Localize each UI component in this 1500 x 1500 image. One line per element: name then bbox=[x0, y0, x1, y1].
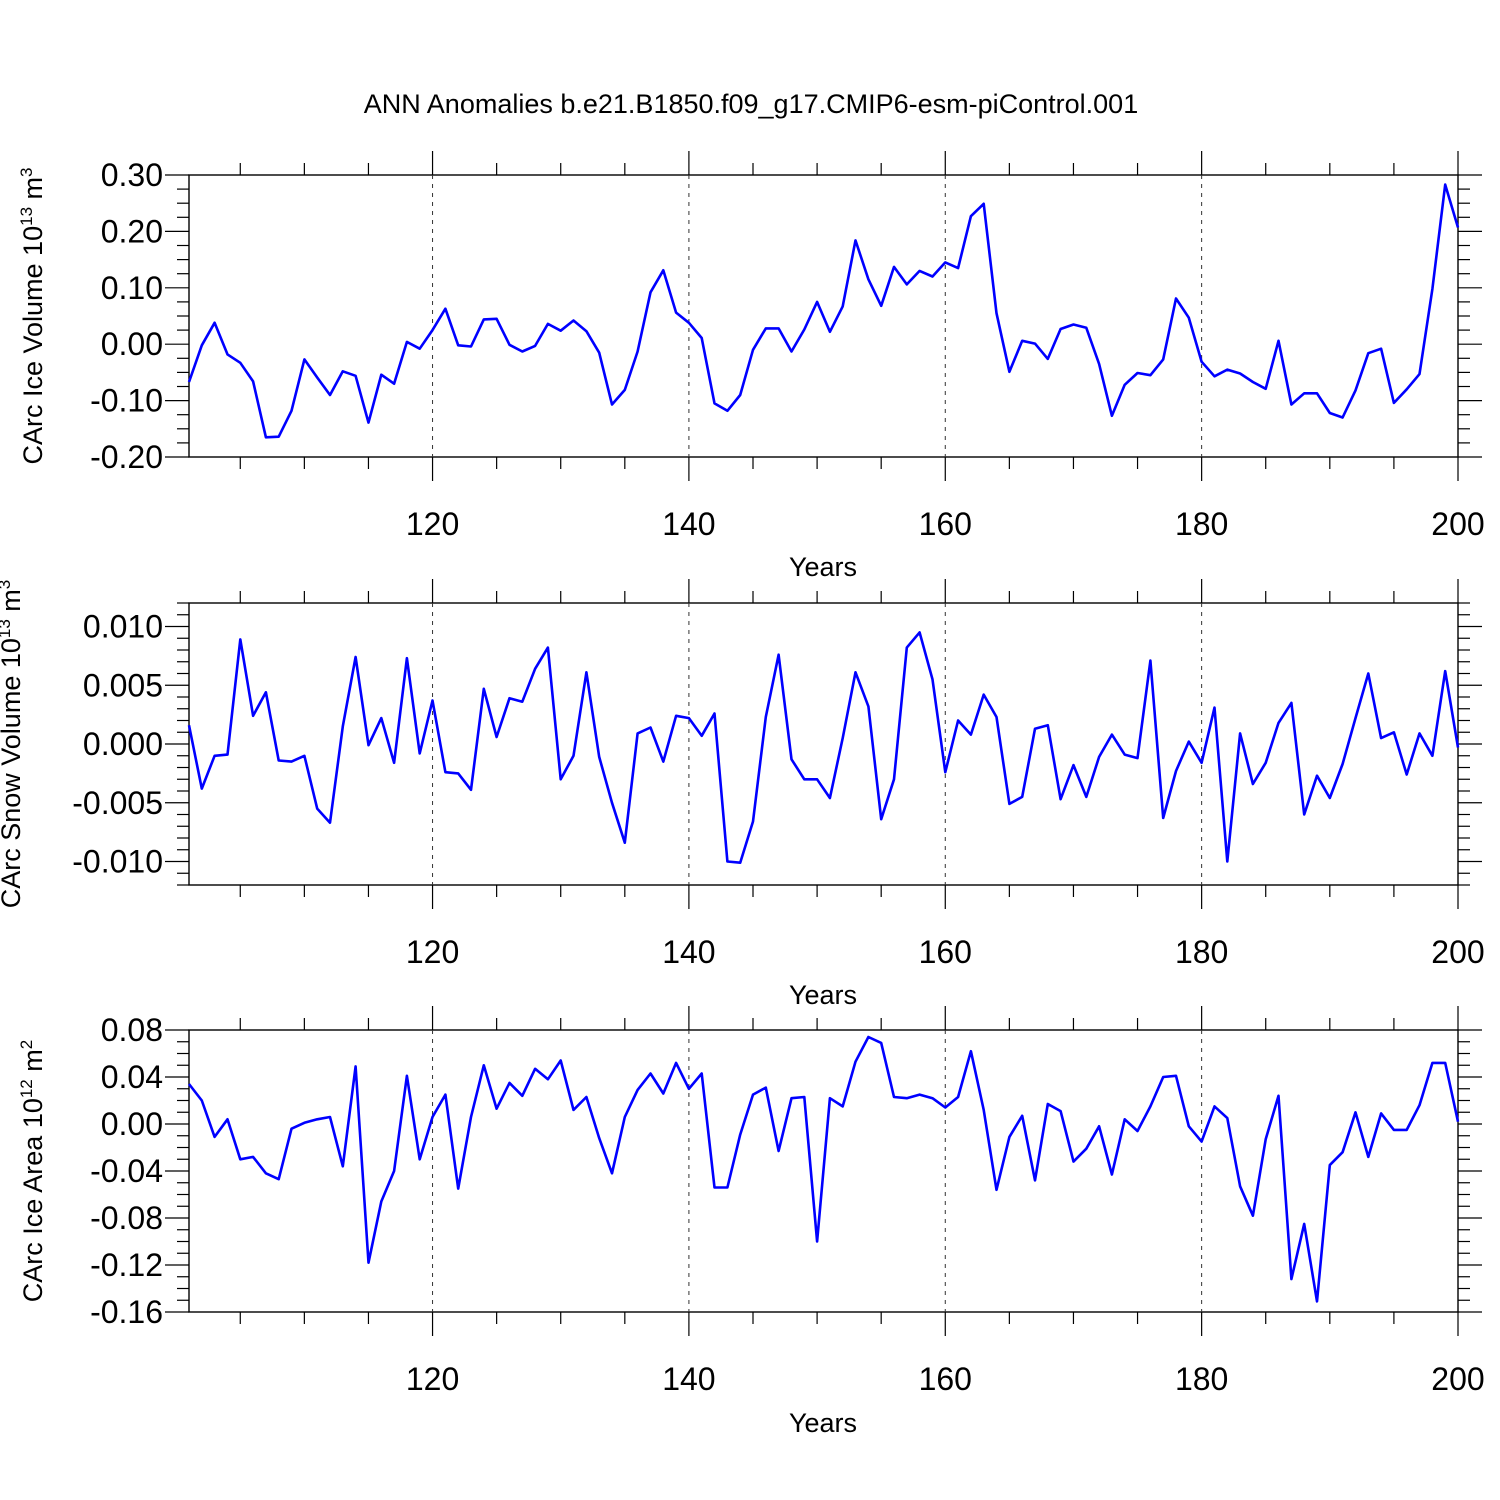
ice-area-series-line bbox=[187, 1035, 1460, 1303]
ice-area-ytick-label: 0.04 bbox=[101, 1059, 163, 1095]
ice-area-ytick-label: 0.00 bbox=[101, 1106, 163, 1142]
ice-area-ytick-label: -0.08 bbox=[90, 1200, 163, 1236]
ice-area-xtick-label: 180 bbox=[1175, 1361, 1228, 1397]
snow-volume-xlabel: Years bbox=[789, 980, 857, 1010]
ice-volume-ylabel: CArc Ice Volume 1013 m3 bbox=[17, 167, 48, 464]
ice-volume-ytick-label: -0.10 bbox=[90, 383, 163, 419]
ice-volume-ytick-label: 0.30 bbox=[101, 157, 163, 193]
snow-volume-xtick-label: 160 bbox=[919, 934, 972, 970]
ice-volume-ytick-label: -0.20 bbox=[90, 439, 163, 475]
ice-area-xtick-label: 200 bbox=[1431, 1361, 1484, 1397]
ice-area-ytick-label: -0.04 bbox=[90, 1153, 163, 1189]
snow-volume-ytick-label: -0.010 bbox=[72, 844, 163, 880]
snow-volume-ytick-label: -0.005 bbox=[72, 785, 163, 821]
ice-volume-xtick-label: 120 bbox=[406, 506, 459, 542]
snow-volume-ytick-label: 0.000 bbox=[83, 726, 163, 762]
snow-volume-ticks bbox=[165, 579, 1482, 909]
ice-volume-series-line bbox=[187, 183, 1460, 439]
snow-volume-ytick-label: 0.010 bbox=[83, 609, 163, 645]
ice-area-ytick-label: 0.08 bbox=[101, 1012, 163, 1048]
snow-volume-xtick-label: 140 bbox=[662, 934, 715, 970]
ice-volume-xlabel: Years bbox=[789, 552, 857, 582]
snow-volume-xtick-label: 120 bbox=[406, 934, 459, 970]
figure-title: ANN Anomalies b.e21.B1850.f09_g17.CMIP6-… bbox=[364, 89, 1138, 119]
ice-volume-ytick-label: 0.00 bbox=[101, 326, 163, 362]
snow-volume-plot-frame bbox=[188, 602, 1459, 886]
ice-area-xtick-label: 160 bbox=[919, 1361, 972, 1397]
ice-volume-panel: -0.20 -0.10 0.00 0.10 0.20 0.30 120 140 160 180 20… bbox=[17, 151, 1485, 582]
snow-volume-ytick-label: 0.005 bbox=[83, 667, 163, 703]
ice-volume-ytick-label: 0.20 bbox=[101, 213, 163, 249]
ice-volume-ticks bbox=[165, 151, 1482, 481]
ice-area-gridlines bbox=[432, 1030, 1203, 1312]
ice-area-ticks bbox=[165, 1006, 1482, 1336]
ice-area-panel: -0.16 -0.12 -0.08 -0.04 0.00 0.04 0.08 120 140 16… bbox=[17, 1006, 1485, 1438]
ice-area-ytick-label: -0.16 bbox=[90, 1294, 163, 1330]
ice-volume-ytick-label: 0.10 bbox=[101, 270, 163, 306]
ice-area-xtick-label: 120 bbox=[406, 1361, 459, 1397]
snow-volume-panel: -0.010 -0.005 0.000 0.005 0.010 120 140 160 180 2… bbox=[0, 579, 1485, 1010]
ice-area-xtick-label: 140 bbox=[662, 1361, 715, 1397]
snow-volume-xtick-label: 200 bbox=[1431, 934, 1484, 970]
snow-volume-series-line bbox=[187, 631, 1460, 865]
ice-volume-xtick-label: 160 bbox=[919, 506, 972, 542]
ice-area-xlabel: Years bbox=[789, 1408, 857, 1438]
ice-volume-gridlines bbox=[432, 175, 1203, 457]
ice-area-tick-labels: -0.16 -0.12 -0.08 -0.04 0.00 0.04 0.08 120 140 16… bbox=[90, 1012, 1485, 1397]
ice-volume-xtick-label: 140 bbox=[662, 506, 715, 542]
ice-area-ylabel: CArc Ice Area 1012 m2 bbox=[17, 1040, 48, 1303]
ice-volume-xtick-label: 180 bbox=[1175, 506, 1228, 542]
ice-area-ytick-label: -0.12 bbox=[90, 1247, 163, 1283]
snow-volume-xtick-label: 180 bbox=[1175, 934, 1228, 970]
ice-volume-tick-labels: -0.20 -0.10 0.00 0.10 0.20 0.30 120 140 160 180 20… bbox=[90, 157, 1485, 542]
ice-volume-xtick-label: 200 bbox=[1431, 506, 1484, 542]
snow-volume-ylabel: CArc Snow Volume 1013 m3 bbox=[0, 580, 26, 909]
snow-volume-tick-labels: -0.010 -0.005 0.000 0.005 0.010 120 140 160 180 2… bbox=[72, 609, 1484, 971]
snow-volume-gridlines bbox=[432, 603, 1203, 885]
